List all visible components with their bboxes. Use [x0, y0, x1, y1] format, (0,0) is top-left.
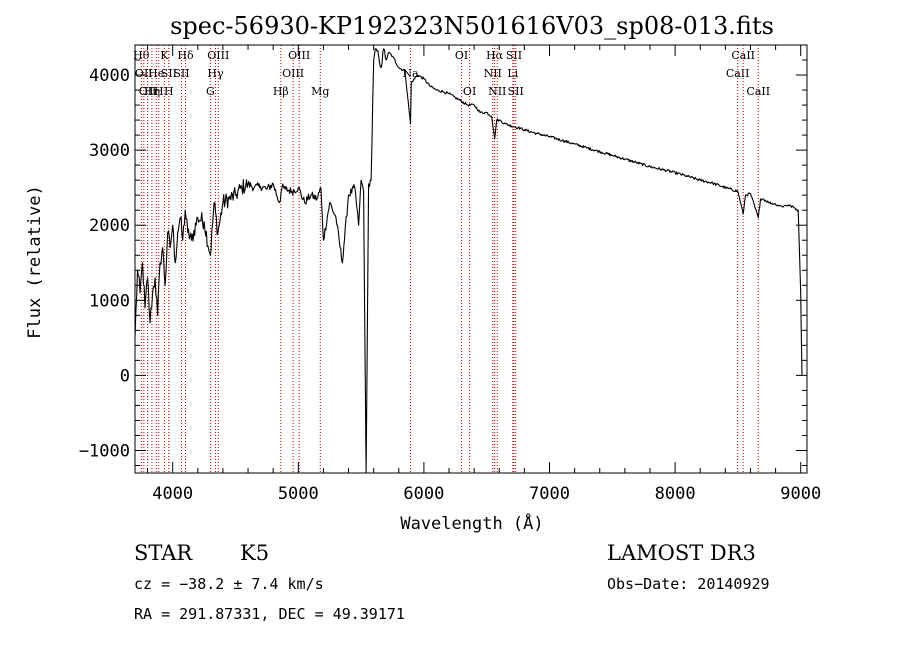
line-label-21: NII — [484, 67, 502, 80]
line-label-17: Mg — [311, 85, 329, 98]
x-tick-label-2: 6000 — [403, 484, 444, 504]
coordinates: RA = 291.87331, DEC = 49.39171 — [134, 605, 405, 623]
y-tick-label-4: 3000 — [89, 141, 130, 161]
flux-series-line — [134, 48, 803, 474]
axes: 4000 5000 6000 7000 8000 9000 −1000 0 1000 2000 30… — [79, 44, 821, 504]
y-axis-label: Flux (relative) — [25, 185, 45, 339]
x-tick-label-0: 4000 — [152, 484, 193, 504]
line-label-10: SII — [173, 67, 189, 80]
object-class: STAR — [134, 541, 193, 565]
line-label-8: SII — [161, 67, 177, 80]
line-label-19: OI — [455, 49, 468, 62]
y-tick-label-3: 2000 — [89, 216, 130, 236]
line-label-23: NII — [488, 85, 506, 98]
line-label-16: OIII — [288, 49, 310, 62]
line-label-6: K — [160, 49, 169, 62]
line-label-18: Na — [402, 67, 419, 80]
object-subclass: K5 — [240, 541, 269, 565]
line-label-7: H — [164, 85, 174, 98]
line-label-12: Hγ — [207, 67, 224, 80]
line-label-15: OIII — [282, 67, 304, 80]
line-label-9: Hδ — [177, 49, 194, 62]
line-label-11: G — [206, 85, 215, 98]
y-tick-label-5: 4000 — [89, 66, 130, 86]
line-annotations: HθOIIOIIHηHeHKHSIIHδSIIGHγOIIIHβOIIIOIII… — [133, 45, 770, 473]
line-label-5: H — [154, 85, 164, 98]
series-layer — [134, 48, 803, 474]
y-tick-label-2: 1000 — [89, 291, 130, 311]
x-tick-label-5: 9000 — [780, 484, 821, 504]
line-label-1: OII — [135, 67, 153, 80]
line-label-26: SII — [508, 85, 524, 98]
x-tick-label-3: 7000 — [529, 484, 570, 504]
obs-date: Obs−Date: 20140929 — [607, 575, 770, 593]
line-label-2: OII — [139, 85, 157, 98]
line-label-3: Hη — [144, 85, 160, 98]
y-tick-label-1: 0 — [120, 366, 130, 386]
line-label-0: Hθ — [133, 49, 150, 62]
line-label-29: CaII — [746, 85, 770, 98]
redshift-info: cz = −38.2 ± 7.4 km/s — [134, 575, 324, 593]
line-label-28: CaII — [731, 49, 755, 62]
line-label-22: Hα — [486, 49, 504, 62]
survey-name: LAMOST DR3 — [607, 541, 756, 565]
line-label-24: Li — [507, 67, 518, 80]
x-tick-label-4: 8000 — [655, 484, 696, 504]
line-label-25: SII — [506, 49, 522, 62]
line-label-13: OIII — [207, 49, 229, 62]
line-label-20: OI — [463, 85, 476, 98]
chart-title: spec-56930-KP192323N501616V03_sp08-013.f… — [170, 12, 774, 40]
line-label-27: CaII — [726, 67, 750, 80]
x-tick-label-1: 5000 — [278, 484, 319, 504]
line-label-14: Hβ — [273, 85, 289, 98]
line-label-4: He — [148, 67, 164, 80]
x-axis-label: Wavelength (Å) — [400, 512, 543, 534]
y-tick-label-0: −1000 — [79, 441, 130, 461]
plot-frame — [134, 44, 808, 474]
